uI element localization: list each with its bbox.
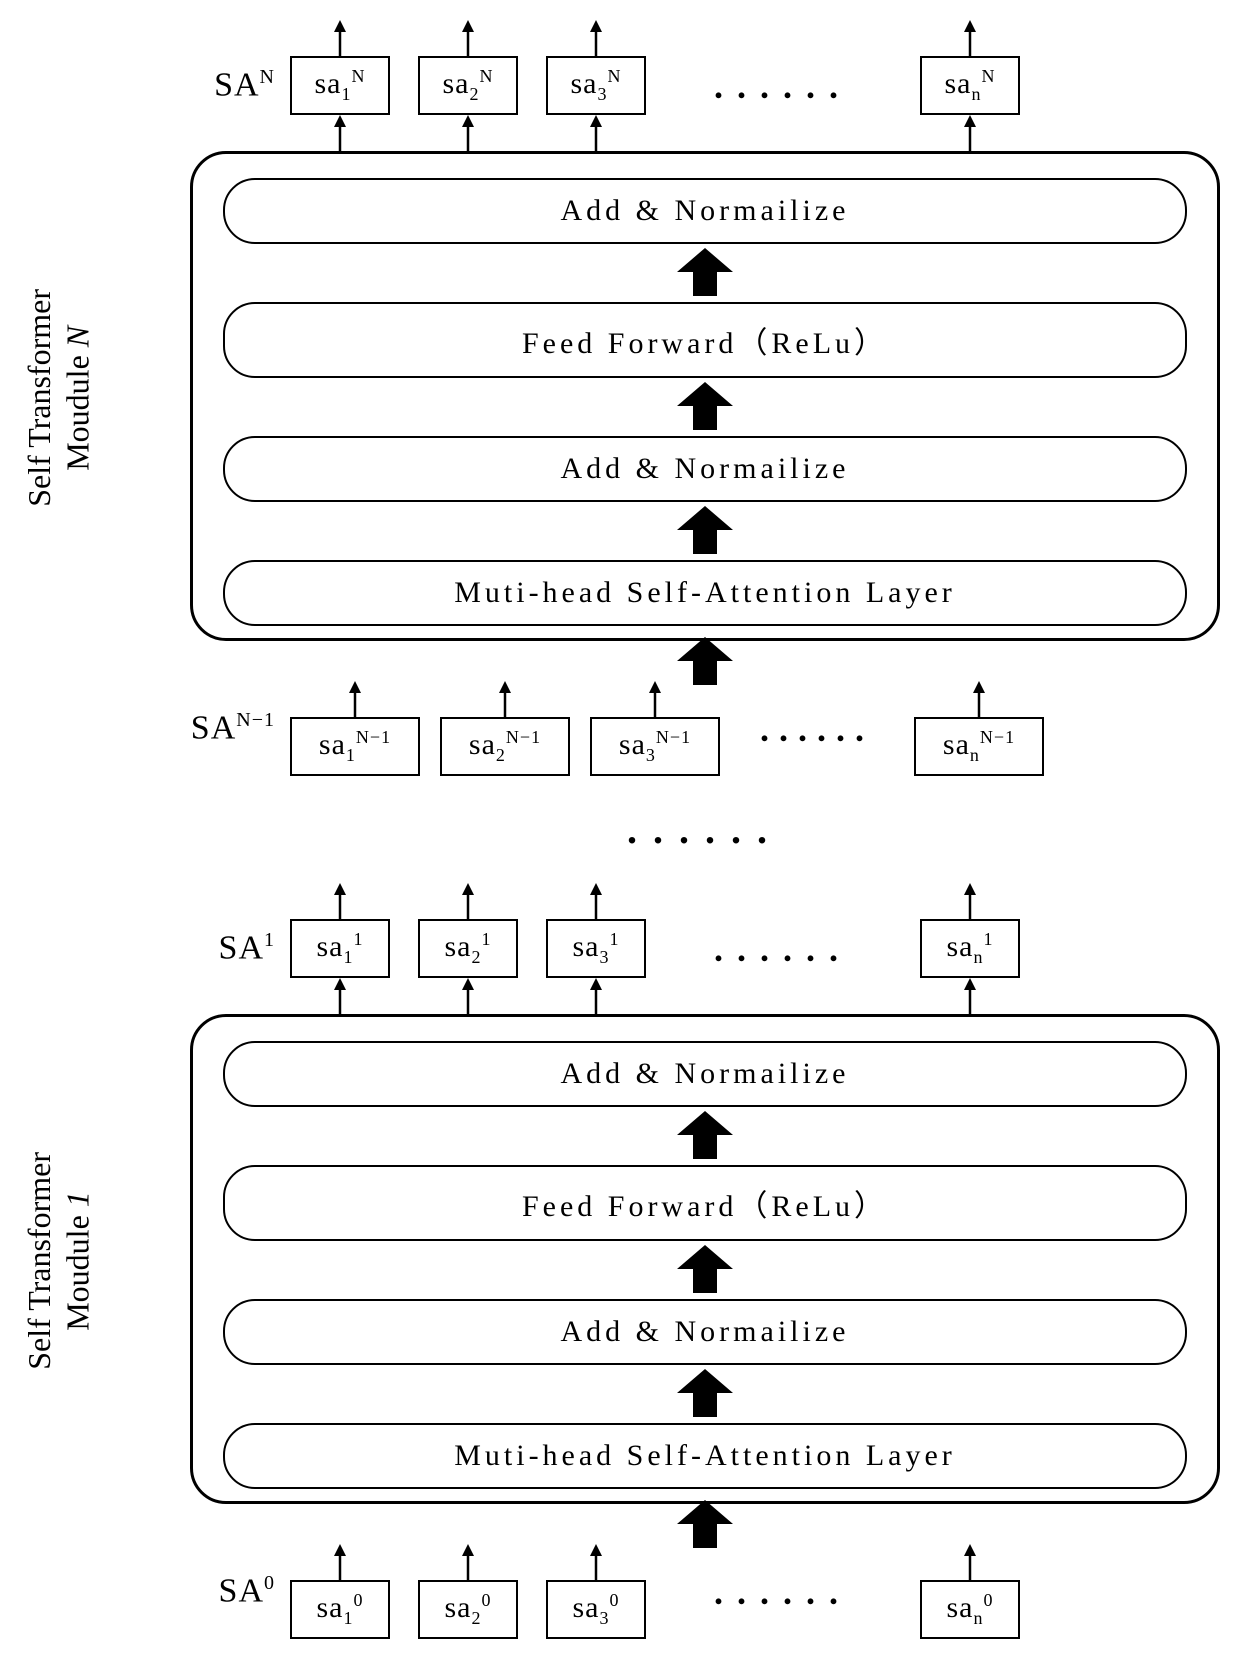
up-arrow-icon — [461, 115, 475, 151]
token-wrap: san1 — [920, 883, 1020, 1014]
token-wrap: sa1N — [290, 20, 390, 151]
up-arrow-icon — [461, 20, 475, 56]
token-wrap: sa21 — [418, 883, 518, 1014]
layer-addnorm-bot-n: Add & Normailize — [223, 436, 1187, 502]
big-arrow-icon — [223, 1245, 1187, 1293]
up-arrow-icon — [963, 1544, 977, 1580]
token-wrap: sa11 — [290, 883, 390, 1014]
up-arrow-icon — [333, 115, 347, 151]
layer-mhsa-n: Muti-head Self-Attention Layer — [223, 560, 1187, 626]
ellipsis: ...... — [674, 928, 892, 970]
up-arrow-icon — [348, 681, 362, 717]
output-row-n-label: SAN — [180, 66, 290, 104]
input-tokens-0: sa10 sa20 sa30 ...... san0 — [290, 1544, 1220, 1639]
token-sa2-0: sa20 — [418, 1580, 518, 1639]
output-row-n: SAN sa1N sa2N sa3N — [80, 20, 1220, 151]
up-arrow-icon — [333, 978, 347, 1014]
up-arrow-icon — [648, 681, 662, 717]
token-san-n: sanN — [920, 56, 1020, 115]
ellipsis: ...... — [674, 1571, 892, 1613]
token-wrap: sa30 — [546, 1544, 646, 1639]
up-arrow-icon — [333, 20, 347, 56]
up-arrow-icon — [589, 883, 603, 919]
layer-addnorm-top-n: Add & Normailize — [223, 178, 1187, 244]
token-sa3-0: sa30 — [546, 1580, 646, 1639]
big-arrow-icon — [223, 1111, 1187, 1159]
up-arrow-icon — [333, 1544, 347, 1580]
module-n-group: Self Transformer Moudule N SAN sa1N — [20, 20, 1220, 776]
vertical-ellipsis: ...... — [190, 806, 1220, 853]
token-wrap: sanN−1 — [914, 681, 1044, 776]
up-arrow-icon — [333, 883, 347, 919]
ellipsis: ...... — [674, 65, 892, 107]
module-n-content: SAN sa1N sa2N sa3N — [80, 20, 1220, 776]
token-sa1-nm1: sa1N−1 — [290, 717, 420, 776]
token-sa3-n: sa3N — [546, 56, 646, 115]
token-san-nm1: sanN−1 — [914, 717, 1044, 776]
token-san-0: san0 — [920, 1580, 1020, 1639]
token-wrap: sa20 — [418, 1544, 518, 1639]
up-arrow-icon — [963, 978, 977, 1014]
up-arrow-icon — [963, 115, 977, 151]
token-sa2-n: sa2N — [418, 56, 518, 115]
up-arrow-icon — [589, 20, 603, 56]
up-arrow-icon — [461, 1544, 475, 1580]
layer-ffn-1: Feed Forward（ReLu） — [223, 1165, 1187, 1241]
token-wrap: sa1N−1 — [290, 681, 420, 776]
layer-addnorm-bot-1: Add & Normailize — [223, 1299, 1187, 1365]
module-1-group: Self Transformer Moudule 1 SA1 sa11 — [20, 883, 1220, 1639]
up-arrow-icon — [963, 20, 977, 56]
token-wrap: sa10 — [290, 1544, 390, 1639]
token-sa1-n: sa1N — [290, 56, 390, 115]
big-arrow-icon — [223, 248, 1187, 296]
token-sa1-0: sa10 — [290, 1580, 390, 1639]
input-tokens-n: sa1N−1 sa2N−1 sa3N−1 ...... sanN−1 — [290, 681, 1220, 776]
ellipsis: ...... — [740, 708, 894, 750]
output-row-1-label: SA1 — [180, 929, 290, 967]
token-wrap: sa3N−1 — [590, 681, 720, 776]
token-sa2-nm1: sa2N−1 — [440, 717, 570, 776]
up-arrow-icon — [498, 681, 512, 717]
layer-ffn-n: Feed Forward（ReLu） — [223, 302, 1187, 378]
input-row-n: SAN−1 sa1N−1 sa2N−1 sa3N−1 .... — [80, 681, 1220, 776]
token-wrap: sa3N — [546, 20, 646, 151]
input-row-n-label: SAN−1 — [140, 709, 290, 747]
big-arrow-icon — [223, 382, 1187, 430]
module-1-box: Add & Normailize Feed Forward（ReLu） Add … — [190, 1014, 1220, 1504]
input-row-0-label: SA0 — [180, 1572, 290, 1610]
module-1-side-label: Self Transformer Moudule 1 — [20, 1152, 80, 1370]
up-arrow-icon — [461, 883, 475, 919]
up-arrow-icon — [589, 115, 603, 151]
big-arrow-icon — [223, 506, 1187, 554]
token-wrap: sa31 — [546, 883, 646, 1014]
token-sa3-1: sa31 — [546, 919, 646, 978]
token-wrap: sa2N−1 — [440, 681, 570, 776]
big-arrow-icon — [190, 1500, 1220, 1548]
transformer-diagram: Self Transformer Moudule N SAN sa1N — [20, 20, 1220, 1639]
output-tokens-n: sa1N sa2N sa3N ...... — [290, 20, 1220, 151]
input-row-0: SA0 sa10 sa20 sa30 ...... — [80, 1544, 1220, 1639]
up-arrow-icon — [589, 978, 603, 1014]
up-arrow-icon — [461, 978, 475, 1014]
token-san-1: san1 — [920, 919, 1020, 978]
module-1-content: SA1 sa11 sa21 sa31 — [80, 883, 1220, 1639]
token-sa3-nm1: sa3N−1 — [590, 717, 720, 776]
output-tokens-1: sa11 sa21 sa31 ...... — [290, 883, 1220, 1014]
module-n-side-label: Self Transformer Moudule N — [20, 289, 80, 507]
token-sa1-1: sa11 — [290, 919, 390, 978]
output-row-1: SA1 sa11 sa21 sa31 — [80, 883, 1220, 1014]
token-wrap: san0 — [920, 1544, 1020, 1639]
token-wrap: sanN — [920, 20, 1020, 151]
token-sa2-1: sa21 — [418, 919, 518, 978]
module-n-box: Add & Normailize Feed Forward（ReLu） Add … — [190, 151, 1220, 641]
layer-addnorm-top-1: Add & Normailize — [223, 1041, 1187, 1107]
big-arrow-icon — [223, 1369, 1187, 1417]
big-arrow-icon — [190, 637, 1220, 685]
up-arrow-icon — [589, 1544, 603, 1580]
up-arrow-icon — [963, 883, 977, 919]
up-arrow-icon — [972, 681, 986, 717]
layer-mhsa-1: Muti-head Self-Attention Layer — [223, 1423, 1187, 1489]
token-wrap: sa2N — [418, 20, 518, 151]
